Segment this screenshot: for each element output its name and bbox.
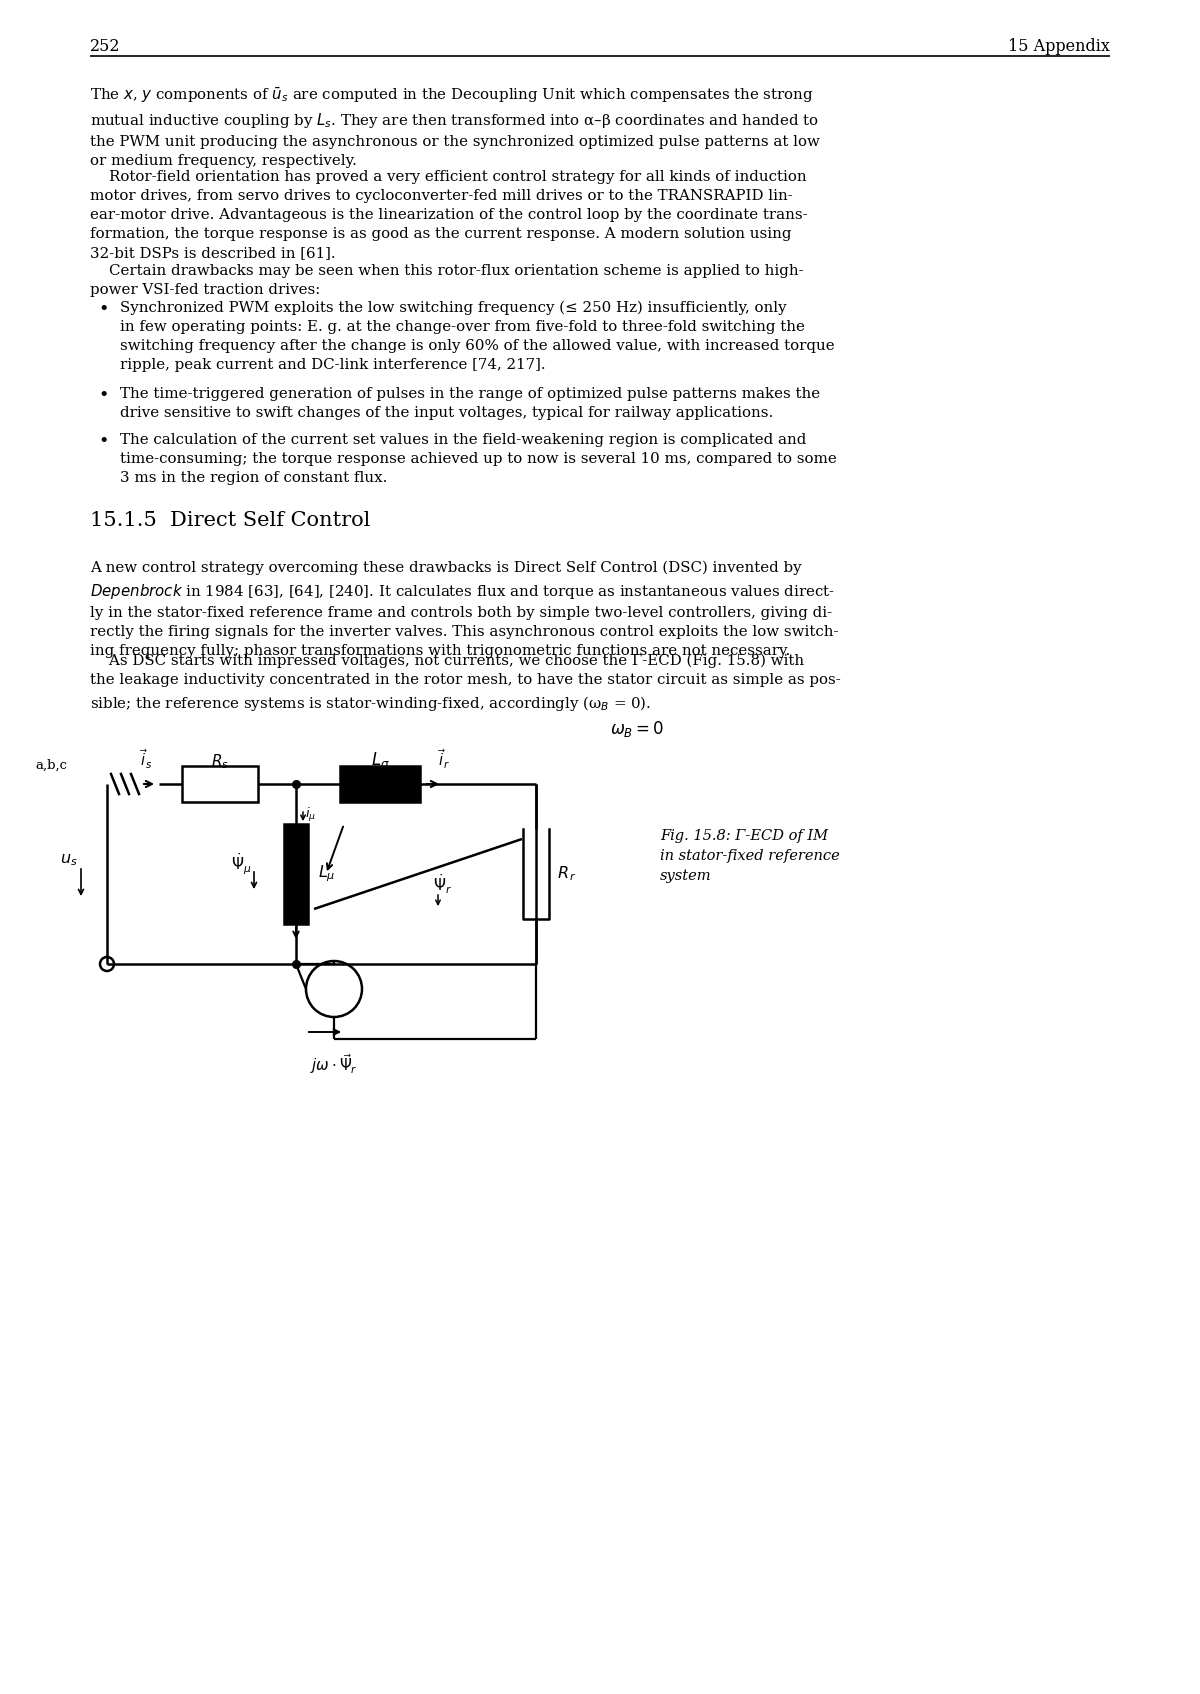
Text: $j\omega\cdot\vec{\Psi}_r$: $j\omega\cdot\vec{\Psi}_r$: [310, 1052, 358, 1076]
Text: A new control strategy overcoming these drawbacks is Direct Self Control (DSC) i: A new control strategy overcoming these …: [90, 561, 839, 657]
Text: As DSC starts with impressed voltages, not currents, we choose the Γ-ECD (Fig. 1: As DSC starts with impressed voltages, n…: [90, 654, 841, 713]
Text: The time-triggered generation of pulses in the range of optimized pulse patterns: The time-triggered generation of pulses …: [120, 386, 820, 420]
Text: $\omega_B = 0$: $\omega_B = 0$: [610, 718, 665, 739]
Text: Synchronized PWM exploits the low switching frequency (≤ 250 Hz) insufficiently,: Synchronized PWM exploits the low switch…: [120, 302, 835, 373]
Text: $L_\mu$: $L_\mu$: [318, 864, 336, 884]
Text: 252: 252: [90, 37, 120, 54]
Text: The calculation of the current set values in the field-weakening region is compl: The calculation of the current set value…: [120, 434, 836, 484]
Text: $R_s$: $R_s$: [211, 752, 229, 771]
Text: Fig. 15.8: Γ-ECD of IM
in stator-fixed reference
system: Fig. 15.8: Γ-ECD of IM in stator-fixed r…: [660, 828, 840, 883]
Text: Certain drawbacks may be seen when this rotor-flux orientation scheme is applied: Certain drawbacks may be seen when this …: [90, 264, 804, 296]
Text: •: •: [98, 302, 108, 318]
Text: Rotor-field orientation has proved a very efficient control strategy for all kin: Rotor-field orientation has proved a ver…: [90, 169, 808, 259]
Text: 15.1.5  Direct Self Control: 15.1.5 Direct Self Control: [90, 512, 371, 530]
Text: $\vec{i}_r$: $\vec{i}_r$: [438, 747, 450, 771]
Text: $L_\sigma$: $L_\sigma$: [371, 750, 390, 771]
Text: •: •: [98, 386, 108, 405]
Text: $R_{\,r}$: $R_{\,r}$: [557, 864, 577, 883]
Text: 15 Appendix: 15 Appendix: [1008, 37, 1110, 54]
Text: The $x$, $y$ components of $\bar{u}_s$ are computed in the Decoupling Unit which: The $x$, $y$ components of $\bar{u}_s$ a…: [90, 86, 820, 168]
Text: $\dot{\Psi}_r$: $\dot{\Psi}_r$: [433, 872, 452, 896]
Text: a,b,c: a,b,c: [35, 759, 67, 772]
Text: $\dot{\Psi}_\mu$: $\dot{\Psi}_\mu$: [230, 852, 251, 877]
Bar: [340, 766, 420, 801]
Text: $\vec{i}_s$: $\vec{i}_s$: [140, 747, 152, 771]
Text: •: •: [98, 434, 108, 451]
Text: $u_s$: $u_s$: [60, 850, 78, 867]
Bar: [182, 766, 258, 801]
Bar: [284, 823, 308, 923]
Text: $i_\mu$: $i_\mu$: [305, 806, 316, 823]
